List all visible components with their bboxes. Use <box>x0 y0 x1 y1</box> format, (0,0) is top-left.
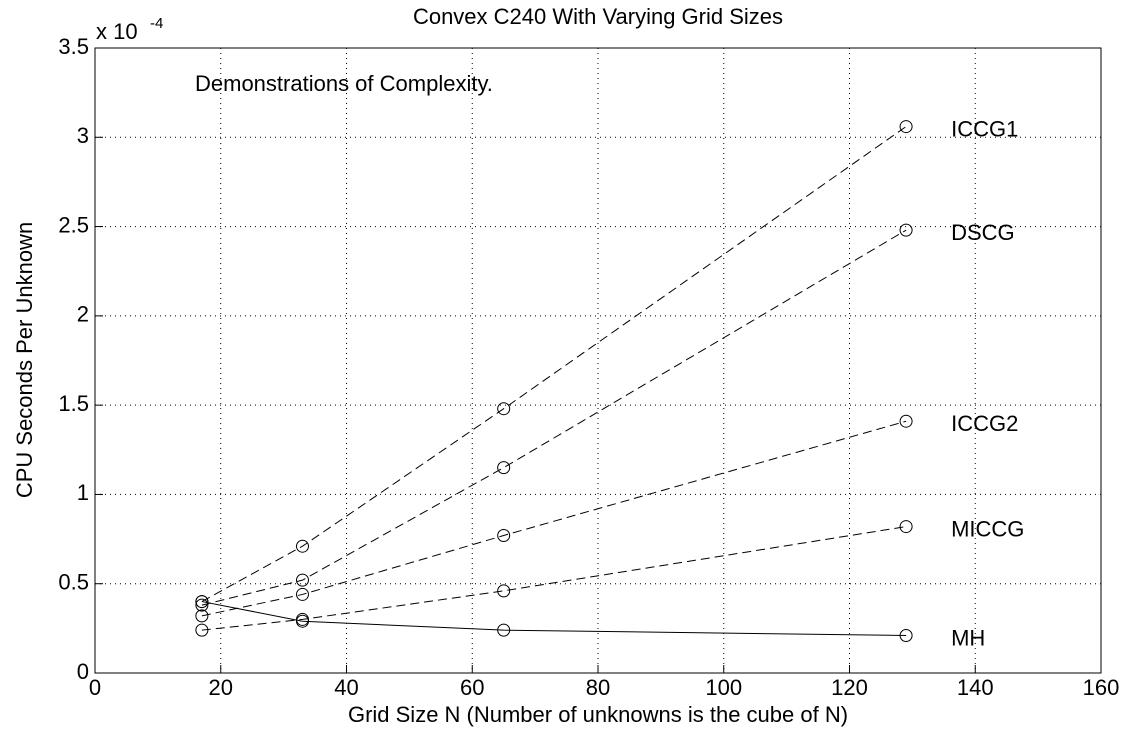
series-label: ICCG2 <box>951 411 1018 436</box>
x-tick-label: 120 <box>831 675 868 700</box>
point-marker <box>195 609 209 623</box>
y-tick-label: 2 <box>77 302 89 327</box>
point-marker <box>497 529 511 542</box>
point-marker <box>899 120 913 134</box>
y-tick-label: 1.5 <box>58 391 89 416</box>
series-line <box>201 526 907 631</box>
x-tick-label: 160 <box>1083 675 1120 700</box>
point-marker <box>195 595 209 609</box>
point-marker <box>497 402 511 416</box>
point-marker <box>497 584 511 598</box>
x-tick-label: 60 <box>460 675 484 700</box>
y-tick-label: 3.5 <box>58 34 89 59</box>
annotation: Demonstrations of Complexity. <box>195 71 493 96</box>
series-line <box>201 229 907 606</box>
point-marker <box>195 623 209 637</box>
point-marker <box>295 614 309 628</box>
y-tick-label: 3 <box>77 123 89 148</box>
x-tick-label: 80 <box>586 675 610 700</box>
y-axis-label: CPU Seconds Per Unknown <box>12 222 37 498</box>
series-label: MH <box>951 625 985 650</box>
x-tick-label: 100 <box>705 675 742 700</box>
point-marker <box>899 629 913 642</box>
point-marker <box>899 414 913 428</box>
x-tick-label: 20 <box>209 675 233 700</box>
point-marker <box>295 539 309 553</box>
y-tick-label: 2.5 <box>58 212 89 237</box>
plot-frame <box>94 47 1102 674</box>
point-marker <box>497 461 511 475</box>
series-label: MICCG <box>951 516 1024 541</box>
x-tick-label: 40 <box>334 675 358 700</box>
point-marker <box>295 587 309 601</box>
y-tick-label: 0 <box>77 659 89 684</box>
y-tick-label: 0.5 <box>58 570 89 595</box>
x-axis-label: Grid Size N (Number of unknowns is the c… <box>348 702 848 727</box>
y-multiplier: x 10 <box>96 19 138 44</box>
x-tick-label: 0 <box>89 675 101 700</box>
point-marker <box>899 223 913 237</box>
point-marker <box>295 573 309 587</box>
y-tick-label: 1 <box>77 480 89 505</box>
point-marker <box>195 598 209 612</box>
series-line <box>201 126 907 603</box>
series-line <box>201 601 907 636</box>
point-marker <box>899 520 913 534</box>
series-label: DSCG <box>951 220 1015 245</box>
series-label: ICCG1 <box>951 116 1018 141</box>
chart-title: Convex C240 With Varying Grid Sizes <box>413 4 783 29</box>
point-marker <box>497 623 511 637</box>
x-tick-label: 140 <box>957 675 994 700</box>
series-line <box>201 420 907 617</box>
y-multiplier-exponent: -4 <box>150 15 163 32</box>
